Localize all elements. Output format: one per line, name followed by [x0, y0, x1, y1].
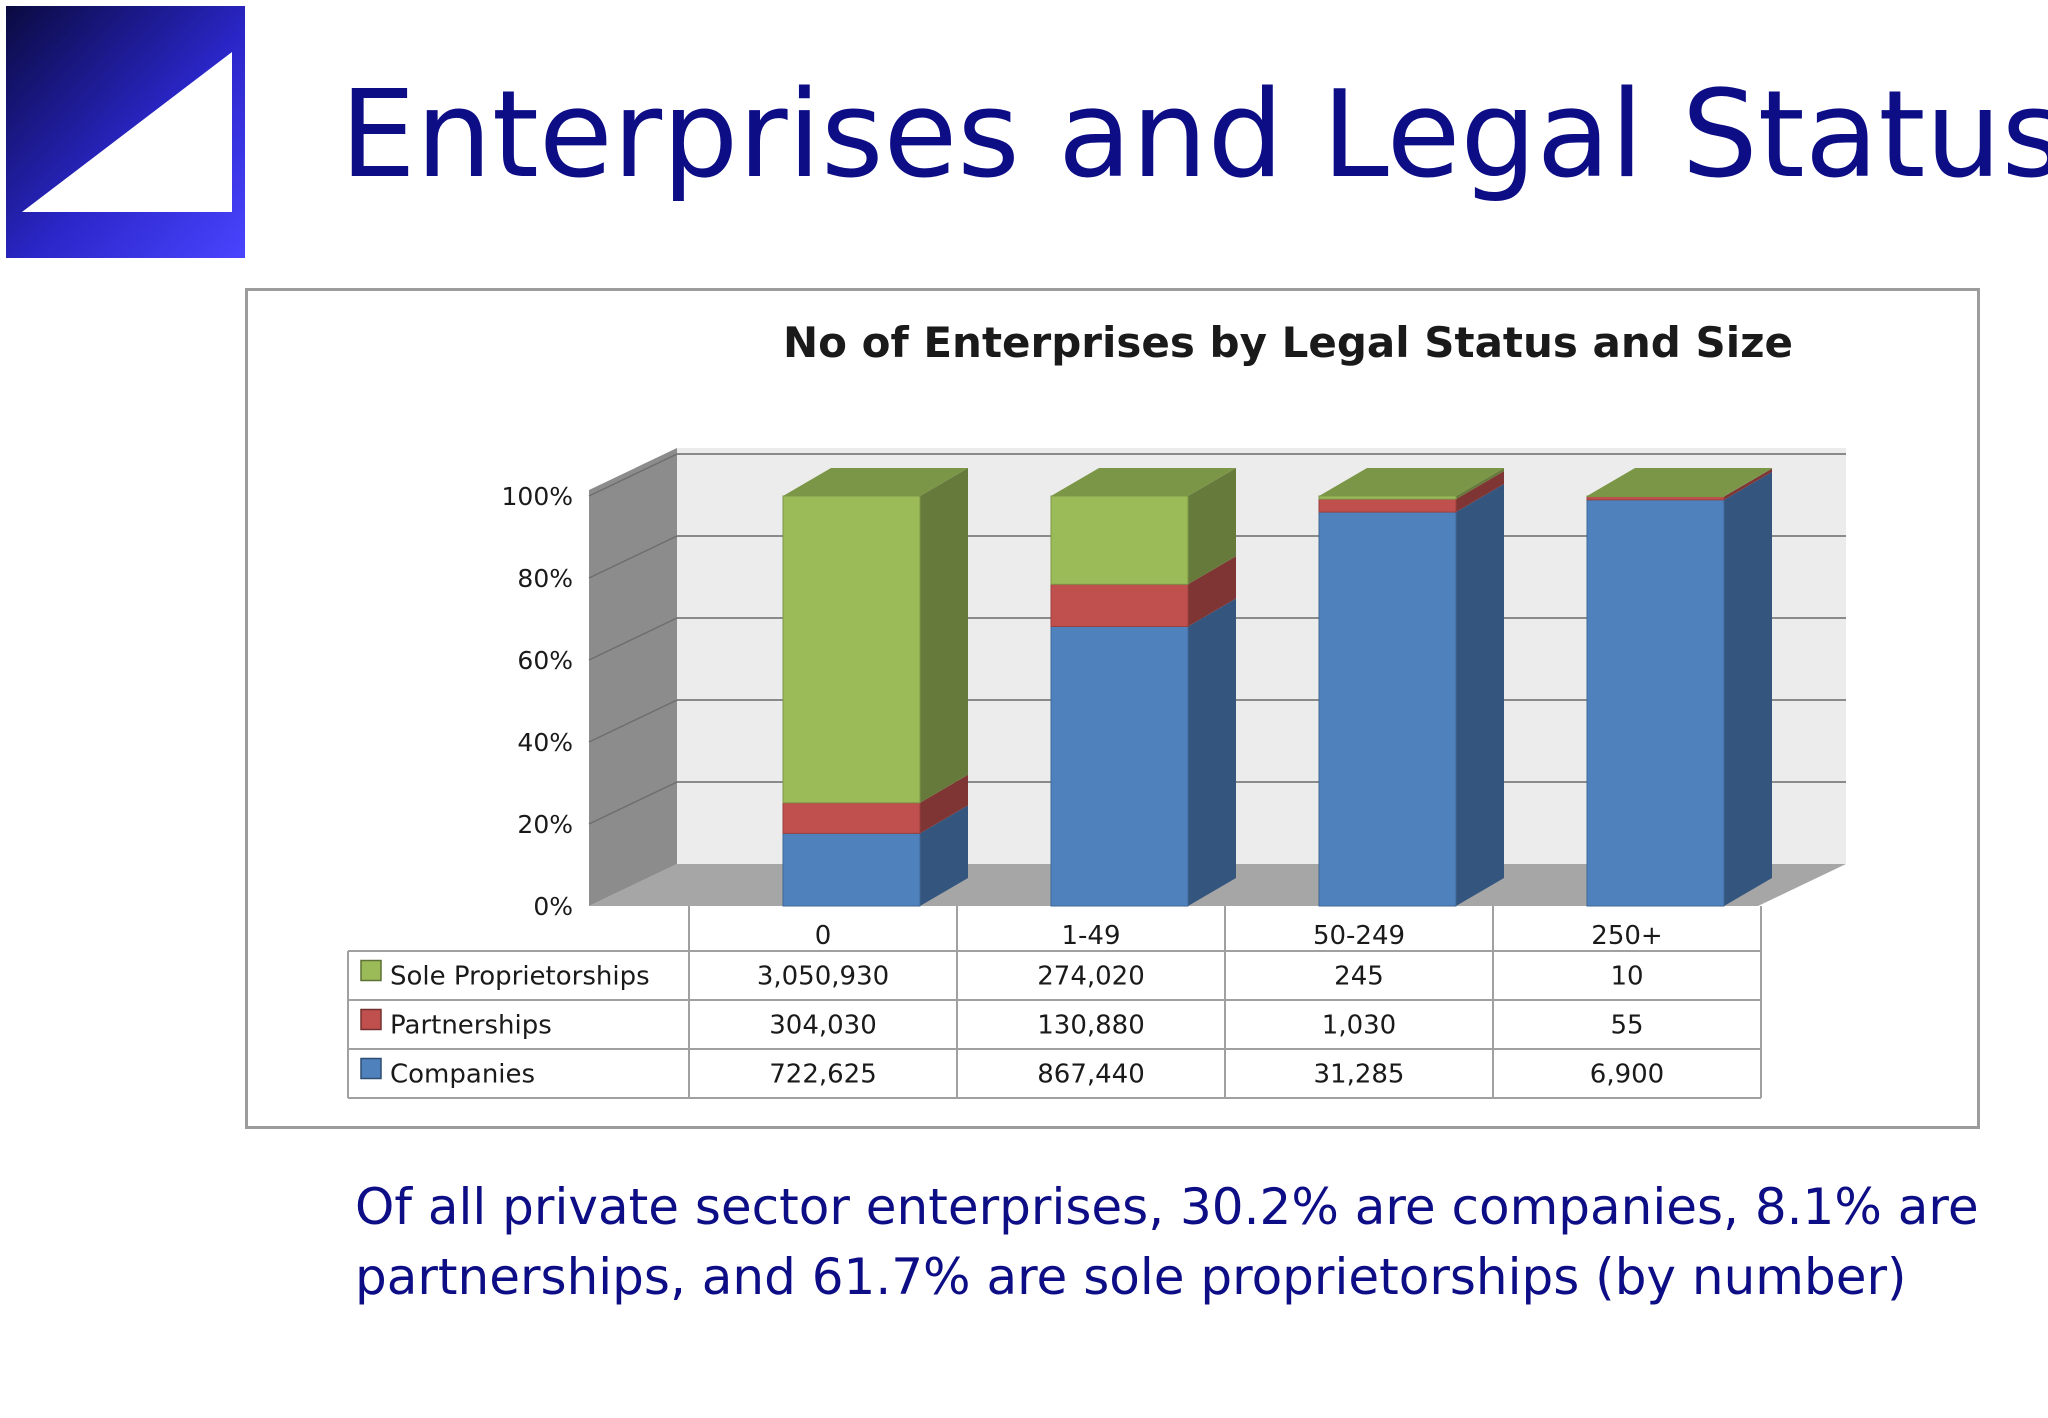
slide-title: Enterprises and Legal Status: [340, 66, 2048, 205]
gridline-side: [588, 699, 678, 743]
bar-companies-0: [782, 805, 968, 907]
data-label: 31,285: [1314, 1060, 1405, 1090]
legend-key-companies: [360, 1057, 382, 1080]
bar-side: [1188, 556, 1236, 627]
x-tick-label: 50-249: [1313, 921, 1405, 951]
bar-front: [1318, 495, 1457, 500]
data-label: 130,880: [1037, 1011, 1145, 1041]
y-tick-label: 60%: [517, 646, 573, 675]
bar-sole-proprietorships-50-249: [1318, 468, 1504, 500]
gridline-side: [588, 617, 678, 661]
chart-bars: [782, 468, 1772, 907]
bar-side: [1188, 468, 1236, 585]
bar-side: [1456, 471, 1504, 513]
y-tick-label: 100%: [502, 482, 573, 511]
data-label: 722,625: [769, 1060, 877, 1090]
data-table: 0 1-49 50-249 250+ Sole Proprietorships 3,050…: [347, 906, 1762, 1099]
bar-front: [782, 832, 921, 907]
slide-caption: Of all private sector enterprises, 30.2%…: [355, 1178, 1979, 1306]
logo-triangle-icon: [6, 6, 245, 258]
bar-companies-1-49: [1050, 598, 1236, 907]
bar-side: [1724, 468, 1772, 497]
bar-front: [1318, 511, 1457, 907]
y-tick-label: 0%: [533, 892, 573, 921]
bar-sole-proprietorships-1-49: [1050, 468, 1236, 585]
y-tick-label: 40%: [517, 728, 573, 757]
legend-label-sole-proprietorships: Sole Proprietorships: [390, 962, 650, 992]
x-tick-label: 0: [815, 921, 832, 951]
bar-companies-250: [1586, 471, 1772, 907]
bar-side: [920, 468, 968, 803]
legend-key-partnerships: [360, 1008, 382, 1031]
bar-side: [1724, 471, 1772, 906]
chart: 0% 20% 40% 60% 80% 100% 0 1-49 50-249 250+ Sole P…: [347, 318, 1846, 1099]
bar-top: [1319, 468, 1504, 496]
chart-frame: 0% 20% 40% 60% 80% 100% 0 1-49 50-249 250+ Sole P…: [245, 288, 1980, 1129]
data-label: 10: [1610, 962, 1643, 992]
y-tick-label: 20%: [517, 810, 573, 839]
bar-side: [920, 805, 968, 906]
bar-front: [1050, 495, 1189, 585]
legend-label-companies: Companies: [390, 1060, 535, 1090]
bar-sole-proprietorships-0: [782, 468, 968, 804]
x-tick-label: 250+: [1591, 921, 1662, 951]
bar-sole-proprietorships-250: [1586, 468, 1772, 498]
bar-side: [920, 774, 968, 834]
data-label: 1,030: [1322, 1011, 1396, 1041]
bar-front: [1050, 583, 1189, 627]
x-tick-label: 1-49: [1061, 921, 1120, 951]
gridline-side: [588, 781, 678, 825]
data-label: 304,030: [769, 1011, 877, 1041]
bar-front: [1586, 495, 1725, 498]
legend-key-sole-proprietorships: [360, 959, 382, 982]
data-label: 867,440: [1037, 1060, 1145, 1090]
bar-top: [1051, 468, 1236, 496]
bar-side: [1456, 484, 1504, 906]
data-label: 274,020: [1037, 962, 1145, 992]
bar-front: [782, 495, 921, 804]
gridline-side: [588, 453, 678, 497]
chart-side-wall: [589, 448, 677, 906]
data-label: 3,050,930: [757, 962, 889, 992]
bar-front: [1318, 498, 1457, 513]
bar-partnerships-0: [782, 774, 968, 834]
bar-top: [1587, 468, 1772, 496]
bar-top: [783, 468, 968, 496]
data-label: 6,900: [1590, 1060, 1664, 1090]
chart-title: No of Enterprises by Legal Status and Si…: [783, 318, 1793, 367]
bar-front: [1050, 625, 1189, 907]
data-label: 245: [1334, 962, 1384, 992]
bar-side: [1724, 468, 1772, 500]
bar-side: [1456, 468, 1504, 500]
bar-side: [1188, 598, 1236, 906]
y-axis-ticks: 0% 20% 40% 60% 80% 100%: [502, 482, 573, 921]
data-label: 55: [1610, 1011, 1643, 1041]
legend-label-partnerships: Partnerships: [390, 1011, 552, 1041]
bar-companies-50-249: [1318, 484, 1504, 907]
y-tick-label: 80%: [517, 564, 573, 593]
bar-front: [1586, 499, 1725, 907]
gridline-side: [588, 535, 678, 579]
bar-front: [782, 802, 921, 834]
